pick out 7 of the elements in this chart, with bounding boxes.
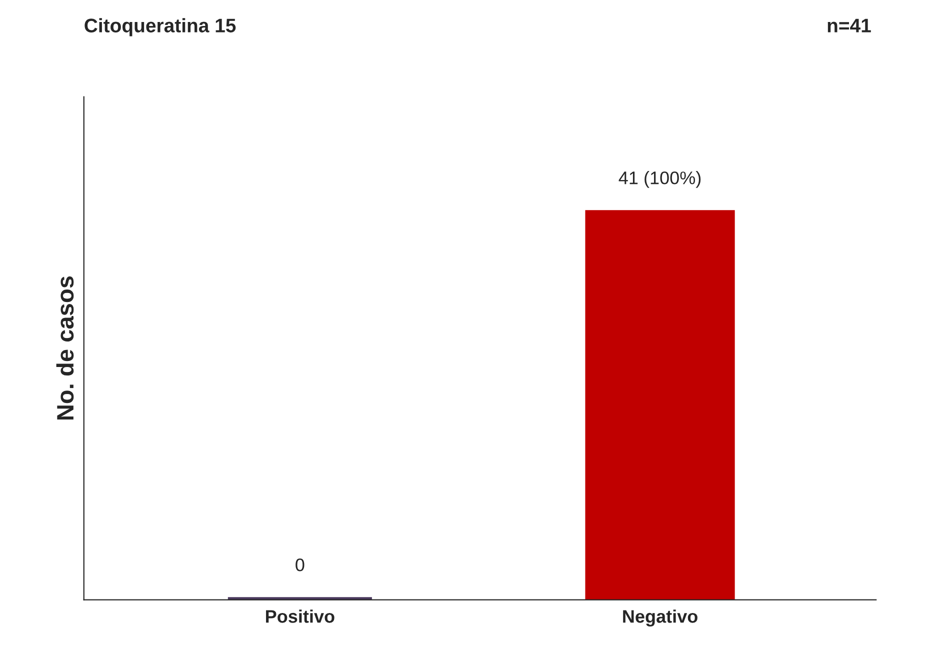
y-axis-title: No. de casos xyxy=(56,276,74,420)
x-tick-label: Negativo xyxy=(623,610,698,626)
data-label: 0 xyxy=(296,558,304,572)
x-tick-label: Positivo xyxy=(266,610,334,623)
chart-title: Citoqueratina 15 xyxy=(84,18,236,36)
text: n=41 xyxy=(828,18,871,32)
data-label: 41 (100%) xyxy=(618,171,701,188)
